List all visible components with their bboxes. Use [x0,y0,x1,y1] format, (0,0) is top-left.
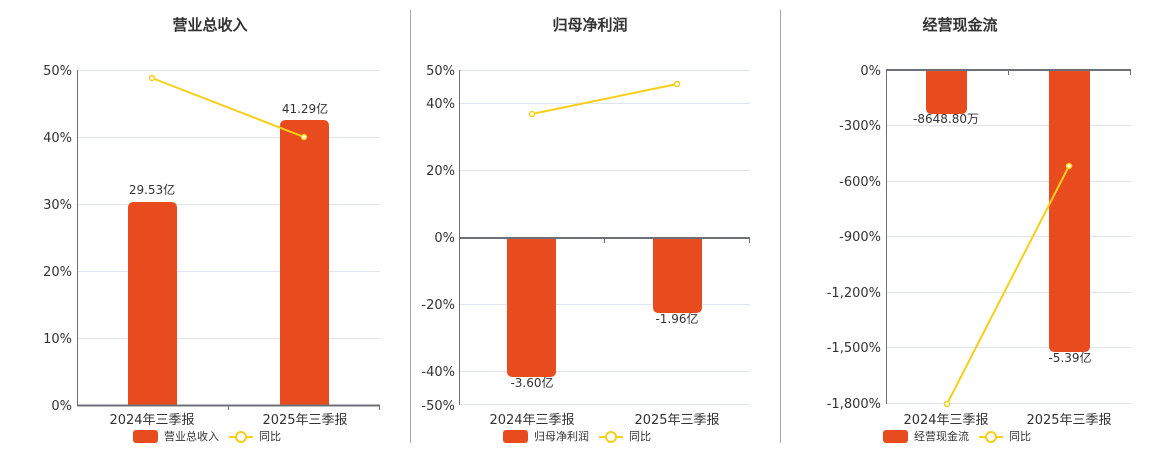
legend-line-label[interactable]: 同比 [1009,430,1031,443]
legend-line-icon[interactable] [599,430,623,443]
chart-legend: 经营现金流 同比 [883,428,1031,444]
yoy-point[interactable] [943,400,951,408]
legend-bar-label[interactable]: 营业总收入 [164,430,219,443]
legend-line-label[interactable]: 同比 [259,430,281,443]
x-axis-label: 2024年三季报 [489,413,574,428]
svg-text:-300%: -300% [839,119,881,134]
grid-lines [886,125,1131,404]
svg-text:50%: 50% [426,64,455,79]
yoy-line [946,165,1070,405]
svg-text:20%: 20% [426,164,455,179]
svg-text:0%: 0% [434,231,455,246]
x-axis-label: 2025年三季报 [262,413,347,428]
panel-divider [410,10,411,443]
yoy-point[interactable] [300,133,308,141]
y-axis-labels: 50% 40% 20% 0% -20% -40% -50% [421,64,455,414]
svg-text:-50%: -50% [421,399,455,414]
yoy-point[interactable] [1065,162,1073,170]
legend-line-icon[interactable] [979,430,1003,443]
bar-2024[interactable] [926,70,967,114]
x-axis-label: 2025年三季报 [1026,413,1111,428]
x-axis-label: 2025年三季报 [634,413,719,428]
svg-text:30%: 30% [43,198,72,213]
operating-cashflow-chart-panel: 经营现金流 0% -300% -600% -900% -1,200% -1,50… [781,0,1160,450]
bar-label: -5.39亿 [1048,350,1091,365]
legend-bar-swatch[interactable] [883,429,908,443]
chart-title: 归母净利润 [552,16,628,34]
bar-label: 41.29亿 [282,101,328,116]
svg-text:-40%: -40% [421,365,455,380]
svg-text:0%: 0% [860,64,881,79]
yoy-point[interactable] [148,74,156,82]
chart-title: 经营现金流 [922,16,998,34]
y-axis-labels: 0% -300% -600% -900% -1,200% -1,500% -1,… [827,64,881,412]
legend-bar-label[interactable]: 归母净利润 [534,430,589,443]
yoy-line [151,77,305,138]
svg-text:-600%: -600% [839,175,881,190]
legend-line-icon[interactable] [229,430,253,443]
grid-lines [77,70,380,339]
svg-text:0%: 0% [51,399,72,414]
svg-text:10%: 10% [43,332,72,347]
bar-label: -8648.80万 [913,112,979,126]
svg-text:-1,500%: -1,500% [827,341,881,356]
chart-legend: 营业总收入 同比 [133,428,281,444]
bar-label: -3.60亿 [510,375,553,390]
bar-label: -1.96亿 [655,311,698,326]
operating-cashflow-chart: 0% -300% -600% -900% -1,200% -1,500% -1,… [827,64,1131,428]
bar-2025[interactable] [653,238,702,313]
svg-text:-900%: -900% [839,230,881,245]
bar-2024[interactable] [507,238,556,377]
bar-label: 29.53亿 [129,182,175,197]
legend-line-label[interactable]: 同比 [629,430,651,443]
panel-divider [780,10,781,443]
legend-bar-swatch[interactable] [133,429,158,443]
svg-text:40%: 40% [43,131,72,146]
net-profit-chart-panel: 归母净利润 50% 40% 20% 0% -20% -40% -50% -3.6… [411,0,780,450]
legend-bar-label[interactable]: 经营现金流 [914,430,969,443]
yoy-point[interactable] [528,110,536,118]
yoy-line [531,83,678,115]
revenue-chart-panel: 营业总收入 50% 40% 30% 20% 10% 0% 29.53亿 41.2… [0,0,410,450]
y-axis-labels: 50% 40% 30% 20% 10% 0% [43,64,72,414]
bar-2025[interactable] [1049,70,1090,352]
legend-bar-swatch[interactable] [503,429,528,443]
yoy-point[interactable] [673,80,681,88]
chart-legend: 归母净利润 同比 [503,428,651,444]
bar-2025[interactable] [280,120,329,405]
svg-text:20%: 20% [43,265,72,280]
revenue-chart: 50% 40% 30% 20% 10% 0% 29.53亿 41.29亿 202… [43,64,380,428]
x-axis-label: 2024年三季报 [903,413,988,428]
svg-text:50%: 50% [43,64,72,79]
svg-text:-1,200%: -1,200% [827,286,881,301]
bar-2024[interactable] [128,202,177,405]
x-axis-label: 2024年三季报 [109,413,194,428]
svg-text:40%: 40% [426,97,455,112]
svg-text:-1,800%: -1,800% [827,397,881,412]
svg-text:-20%: -20% [421,298,455,313]
chart-title: 营业总收入 [172,16,248,34]
net-profit-chart: 50% 40% 20% 0% -20% -40% -50% -3.60亿 -1.… [421,64,750,428]
